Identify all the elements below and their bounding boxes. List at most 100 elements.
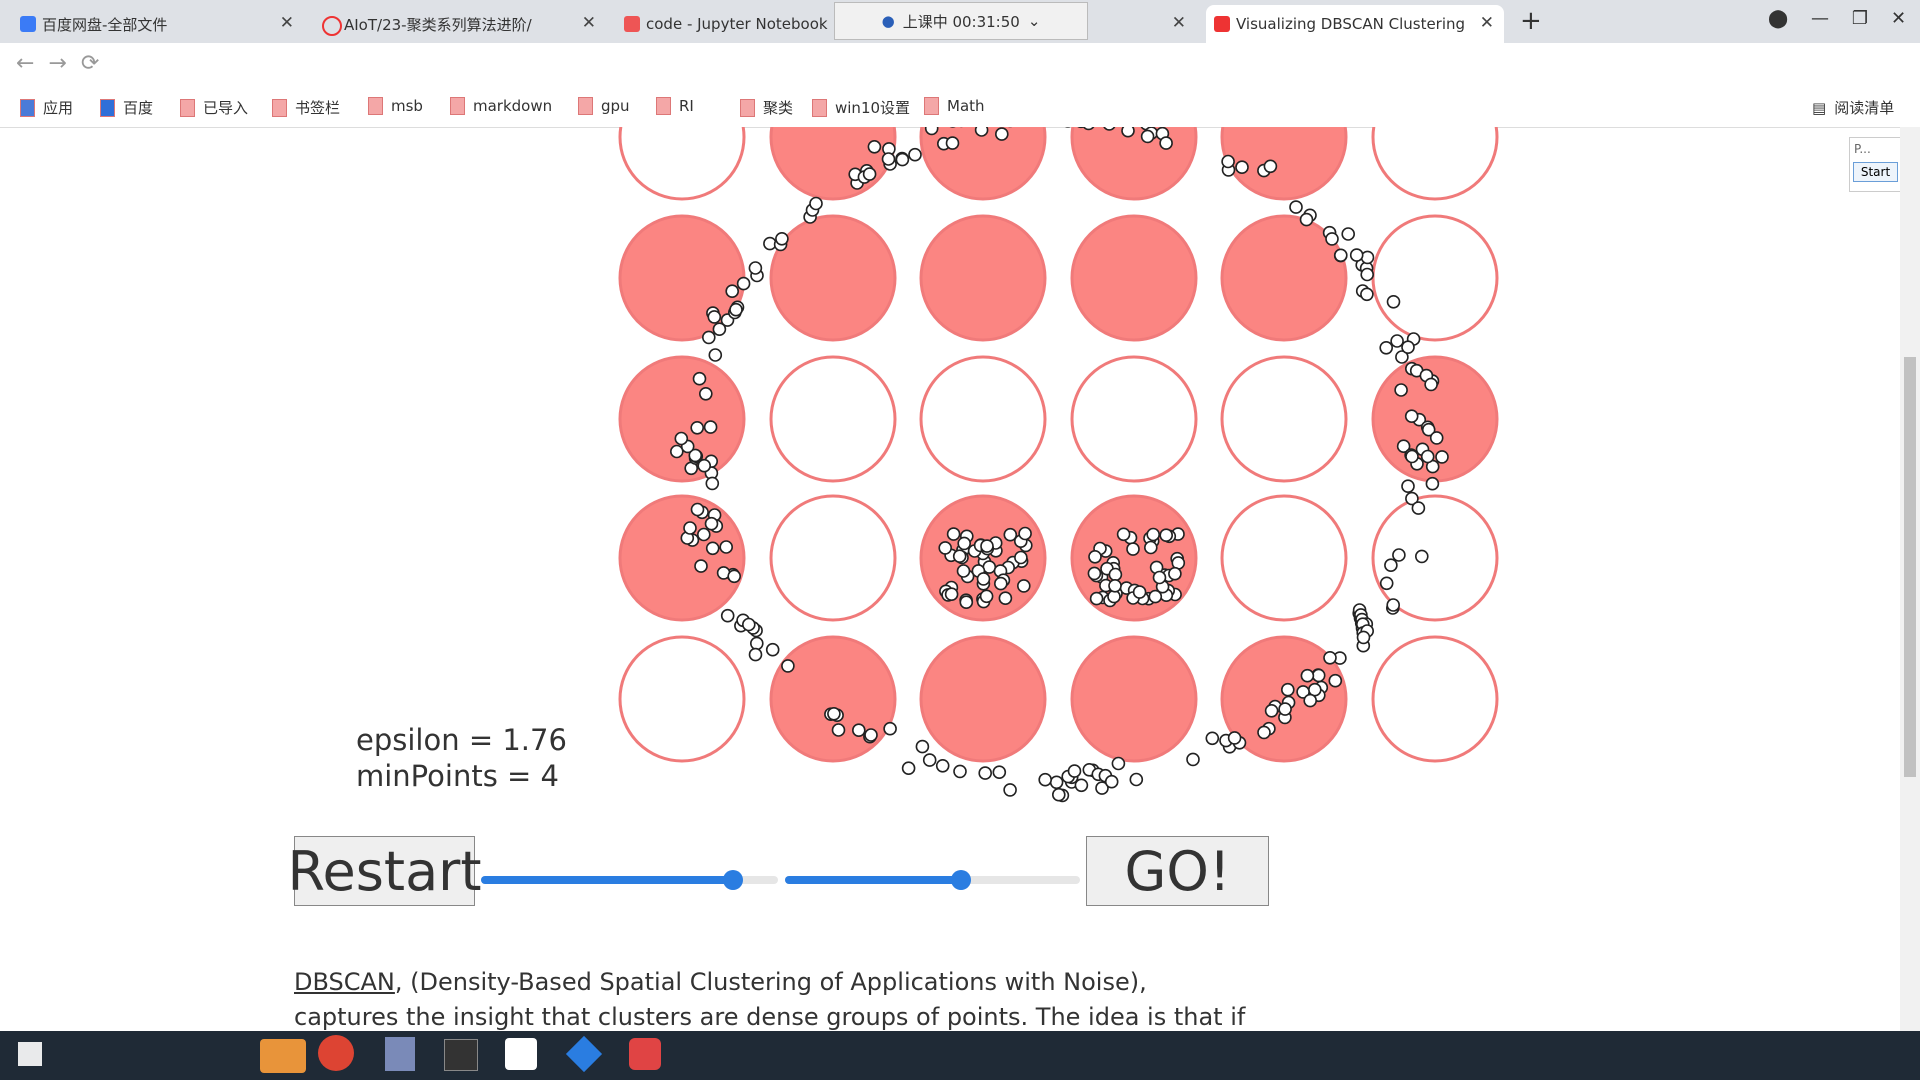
reading-list[interactable]: ▤ 阅读清单: [1812, 98, 1895, 118]
go-button[interactable]: GO!: [1086, 836, 1269, 906]
data-point: [1103, 127, 1116, 131]
data-point: [1074, 778, 1089, 793]
data-point: [690, 502, 705, 517]
address-bar: ← → ⟳ naftaliharris.com/blog/visualizing…: [0, 43, 1920, 125]
data-point: [1126, 542, 1140, 556]
data-point: [1227, 731, 1242, 745]
data-point: [1089, 591, 1104, 606]
data-point: [998, 591, 1013, 606]
data-point: [1392, 548, 1406, 562]
data-point: [1379, 341, 1393, 355]
data-point: [1325, 232, 1339, 246]
data-point: [701, 330, 716, 345]
data-point: [1003, 783, 1017, 797]
data-point: [1148, 589, 1163, 604]
data-point: [1257, 725, 1271, 740]
tab-active[interactable]: Visualizing DBSCAN Clustering ✕: [1206, 5, 1504, 43]
taskbar-app[interactable]: [444, 1039, 478, 1071]
data-point: [781, 659, 795, 673]
bookmark-label: 聚类: [763, 99, 794, 117]
bookmark[interactable]: win10设置: [812, 97, 910, 118]
paragraph-text: , (Density-Based Spatial Clustering of A…: [294, 968, 1246, 1031]
bookmark[interactable]: 百度: [100, 97, 153, 118]
data-point: [674, 431, 689, 446]
data-point: [1299, 212, 1314, 227]
data-point: [1429, 431, 1444, 445]
epsilon-label: epsilon = 1.76: [356, 723, 567, 757]
close[interactable]: ✕: [279, 13, 294, 33]
slider-thumb[interactable]: [951, 870, 971, 890]
taskbar-app[interactable]: [318, 1035, 354, 1071]
restart-button[interactable]: Restart: [287, 836, 482, 906]
bookmark[interactable]: 已导入: [180, 97, 248, 118]
data-point: [944, 587, 959, 602]
tab[interactable]: code - Jupyter Notebook: [616, 5, 836, 43]
data-point: [1360, 287, 1374, 302]
data-point: [704, 516, 719, 531]
taskbar-app[interactable]: [385, 1037, 415, 1071]
data-point: [1263, 159, 1278, 174]
data-point: [1390, 334, 1404, 348]
taskbar-app[interactable]: [505, 1038, 537, 1070]
filled-circle: [769, 635, 897, 763]
tab[interactable]: ✕: [1096, 5, 1196, 43]
sliders: [481, 870, 1080, 890]
close[interactable]: ✕: [581, 13, 596, 33]
window-controls[interactable]: ⬤ — ❐ ✕: [1768, 8, 1907, 29]
minpoints-label: minPoints = 4: [356, 759, 559, 793]
data-point: [1379, 576, 1394, 591]
filled-circle: [618, 494, 746, 622]
empty-circle: [1371, 635, 1499, 763]
data-point: [1386, 295, 1401, 309]
taskbar-app[interactable]: [260, 1039, 306, 1073]
taskbar-app[interactable]: [565, 1035, 603, 1073]
new-tab[interactable]: +: [1520, 6, 1542, 36]
tab[interactable]: 百度网盘-全部文件 ✕: [12, 5, 304, 43]
nav-buttons[interactable]: ← → ⟳: [16, 51, 100, 76]
bookmark-icon: [180, 98, 195, 117]
bookmark[interactable]: markdown: [450, 97, 552, 115]
data-point: [1146, 527, 1160, 542]
data-point: [1405, 449, 1419, 464]
tab-icon: [322, 16, 342, 36]
bookmark-label: 书签栏: [295, 99, 341, 117]
data-point: [707, 310, 722, 324]
bookmark[interactable]: Math: [924, 97, 985, 115]
filled-circle: [769, 214, 897, 342]
extension-widget: P... Start: [1849, 137, 1902, 192]
data-point: [1186, 752, 1200, 767]
data-point: [683, 521, 697, 535]
page-content: epsilon = 1.76 minPoints = 4 Restart GO!…: [0, 127, 1900, 1031]
data-point: [1132, 585, 1147, 599]
slider-fill: [785, 876, 961, 884]
scroll-thumb[interactable]: [1904, 357, 1916, 777]
start-button[interactable]: Start: [1853, 162, 1898, 182]
dbscan-link[interactable]: DBSCAN: [294, 968, 395, 996]
close[interactable]: ✕: [1171, 13, 1186, 33]
data-point: [1235, 160, 1249, 175]
slider-thumb[interactable]: [723, 870, 743, 890]
data-point: [1394, 383, 1408, 397]
bookmark-icon: [272, 98, 287, 117]
data-point: [827, 706, 841, 721]
taskbar-app[interactable]: [629, 1038, 661, 1070]
bookmark[interactable]: 应用: [20, 97, 73, 118]
data-point: [1003, 527, 1018, 542]
bookmark[interactable]: msb: [368, 97, 423, 115]
bookmarks-bar: ▤ 阅读清单 应用 百度 已导入 书签栏 msb markdown gpu RI 聚类 win10设…: [0, 86, 1920, 128]
start-icon[interactable]: [18, 1042, 42, 1066]
data-point: [1087, 566, 1102, 581]
tab-title: code - Jupyter Notebook: [646, 15, 828, 33]
data-point: [741, 617, 756, 632]
scrollbar[interactable]: [1900, 127, 1920, 1031]
bookmark[interactable]: RI: [656, 97, 694, 115]
bookmark[interactable]: gpu: [578, 97, 630, 115]
data-point: [1323, 650, 1337, 665]
data-point: [938, 541, 953, 555]
data-point: [979, 589, 994, 604]
bookmark[interactable]: 书签栏: [272, 97, 340, 118]
bookmark[interactable]: 聚类: [740, 97, 793, 118]
close[interactable]: ✕: [1479, 13, 1494, 33]
tab[interactable]: AIoT/23-聚类系列算法进阶/ ✕: [314, 5, 606, 43]
data-point: [1396, 439, 1411, 454]
